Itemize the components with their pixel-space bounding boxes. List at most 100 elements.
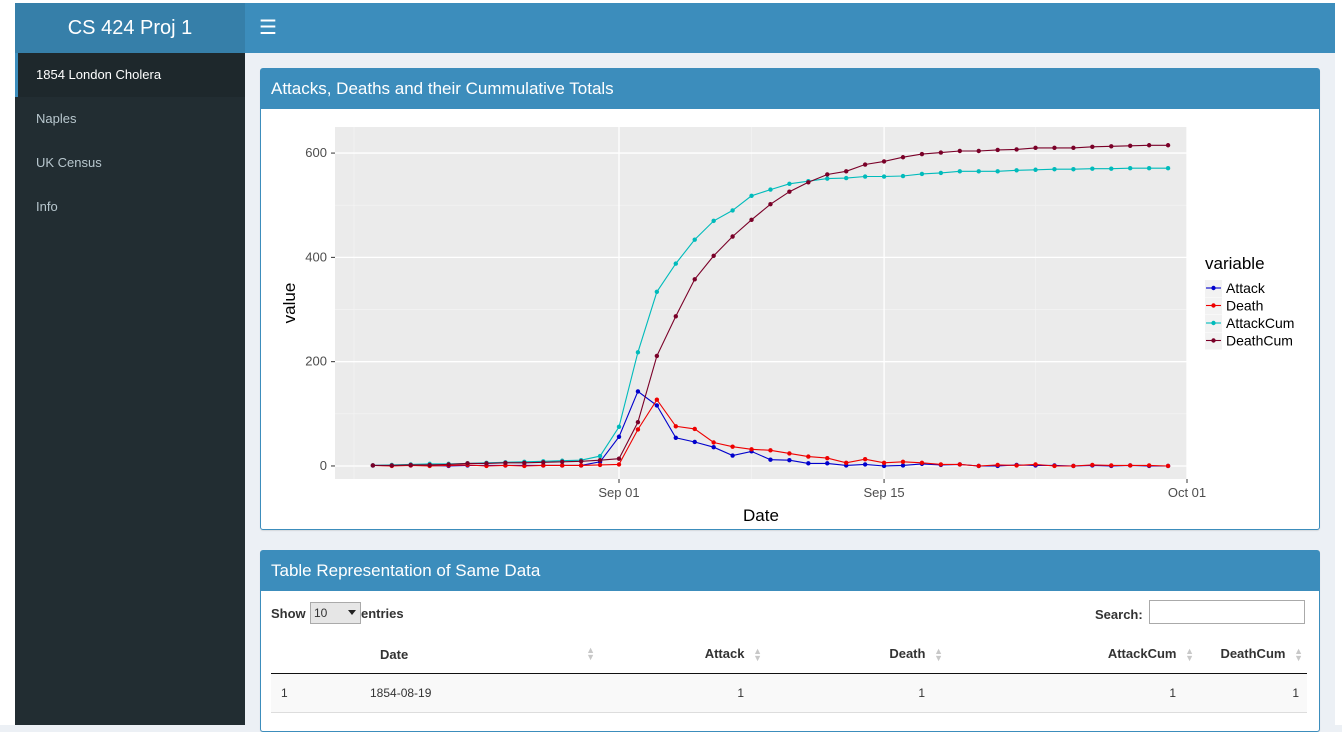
data-point-attackcum	[1090, 166, 1095, 171]
data-point-deathcum	[1146, 143, 1152, 148]
col-header-date[interactable]: Date ▲ ▼	[322, 635, 601, 674]
y-tick-label: 600	[305, 145, 327, 160]
y-tick-label: 0	[320, 458, 327, 473]
data-point-deathcum	[465, 461, 470, 466]
data-point-attackcum	[1146, 165, 1152, 171]
legend-key-point	[1211, 338, 1216, 343]
data-point-deathcum	[484, 461, 489, 466]
table-row[interactable]: 1 1854-08-19 1 1 1 1	[271, 673, 1307, 713]
data-point-attackcum	[1109, 166, 1114, 171]
data-point-death	[1033, 462, 1038, 467]
data-point-deathcum	[616, 456, 622, 461]
data-point-attackcum	[1165, 165, 1171, 171]
x-tick-label: Sep 15	[863, 485, 904, 500]
y-tick-label: 400	[305, 249, 327, 264]
sort-icon: ▲ ▼	[586, 645, 595, 662]
col-header-death[interactable]: Death ▲ ▼	[784, 635, 965, 674]
data-point-deathcum	[1014, 147, 1019, 152]
sidebar-item-uk-census[interactable]: UK Census	[36, 155, 102, 170]
data-point-deathcum	[541, 460, 546, 465]
data-point-death	[673, 424, 678, 429]
data-point-attackcum	[654, 289, 660, 294]
data-point-death	[616, 462, 622, 467]
data-point-deathcum	[560, 459, 565, 464]
data-point-death	[749, 447, 754, 452]
data-point-attack	[768, 457, 773, 462]
plot-panel	[335, 127, 1187, 479]
data-point-attackcum	[711, 218, 716, 224]
data-point-deathcum	[976, 148, 981, 154]
data-point-death	[1090, 462, 1095, 468]
data-point-attack	[616, 434, 622, 439]
y-axis-title: value	[280, 283, 299, 324]
col-header-attack[interactable]: Attack ▲ ▼	[601, 635, 784, 674]
search-label: Search:	[1095, 607, 1143, 622]
hamburger-icon[interactable]: ☰	[259, 17, 277, 39]
data-point-attack	[881, 463, 887, 469]
data-point-attackcum	[919, 171, 925, 177]
data-point-deathcum	[787, 189, 792, 194]
data-point-deathcum	[919, 151, 925, 157]
chart-area: 0 200 400 600 Sep 01 Sep 15 Oct 01 Date value var…	[261, 109, 1319, 529]
col-header-index[interactable]	[271, 635, 322, 674]
data-point-deathcum	[862, 162, 868, 167]
cell-death: 1	[784, 673, 965, 713]
data-point-attackcum	[1033, 167, 1038, 172]
sidebar-item-info[interactable]: Info	[36, 199, 58, 214]
entries-length-select[interactable]: 10	[310, 602, 361, 624]
search-input[interactable]	[1149, 600, 1305, 624]
legend-key-point	[1211, 285, 1216, 291]
data-point-deathcum	[389, 463, 394, 468]
data-point-attackcum	[862, 174, 868, 179]
col-header-deathcum[interactable]: DeathCum ▲ ▼	[1216, 635, 1307, 674]
data-table: Date ▲ ▼ Attack ▲ ▼ Death ▲ ▼ AttackCum ▲ ▼ …	[271, 635, 1307, 713]
data-point-death	[711, 440, 716, 445]
table-box: Table Representation of Same Data Show 1…	[260, 550, 1320, 732]
data-point-deathcum	[768, 201, 773, 207]
legend-label-attackcum: AttackCum	[1226, 315, 1294, 331]
data-point-deathcum	[597, 458, 603, 463]
line-chart: 0 200 400 600 Sep 01 Sep 15 Oct 01 Date value var…	[280, 127, 1294, 525]
data-point-death	[730, 444, 735, 449]
sidebar-item-naples[interactable]: Naples	[36, 111, 77, 126]
data-point-attack	[730, 453, 735, 458]
data-point-attackcum	[995, 169, 1000, 174]
col-header-death-label: Death	[889, 646, 926, 662]
data-point-deathcum	[370, 463, 376, 468]
app-title[interactable]: CS 424 Proj 1	[15, 3, 245, 53]
sort-icon: ▲ ▼	[1294, 645, 1303, 663]
data-point-attack	[806, 461, 811, 466]
data-point-attackcum	[635, 350, 641, 355]
chart-box: Attacks, Deaths and their Cummulative To…	[260, 68, 1320, 530]
data-point-attackcum	[1052, 167, 1057, 172]
data-point-attack	[692, 439, 697, 445]
sidebar-item-london-cholera[interactable]: 1854 London Cholera	[15, 53, 245, 97]
data-point-death	[597, 462, 603, 468]
data-point-attackcum	[616, 424, 622, 430]
x-tick-label: Oct 01	[1168, 485, 1206, 500]
data-point-attack	[654, 403, 660, 408]
data-point-attackcum	[957, 169, 962, 174]
data-point-attackcum	[730, 208, 735, 213]
sort-icon: ▲ ▼	[753, 645, 762, 663]
data-point-death	[541, 463, 546, 468]
data-point-deathcum	[881, 159, 887, 164]
data-point-attackcum	[787, 181, 792, 187]
legend-label-attack: Attack	[1226, 280, 1266, 296]
window-right-edge	[1335, 3, 1342, 725]
data-point-attack	[635, 389, 641, 394]
window-top-edge	[0, 0, 1342, 3]
data-point-deathcum	[806, 180, 811, 185]
data-point-attackcum	[844, 175, 849, 181]
data-point-deathcum	[844, 169, 849, 174]
top-navbar: ☰	[245, 3, 1335, 53]
col-header-attackcum[interactable]: AttackCum ▲ ▼	[965, 635, 1216, 674]
data-point-attackcum	[976, 169, 981, 174]
show-label: Show	[271, 606, 306, 621]
data-point-deathcum	[1109, 144, 1114, 149]
data-point-death	[1071, 463, 1076, 469]
data-point-death	[862, 456, 868, 462]
legend-title: variable	[1205, 254, 1265, 273]
entries-label: entries	[361, 606, 404, 621]
data-point-death	[787, 451, 792, 456]
